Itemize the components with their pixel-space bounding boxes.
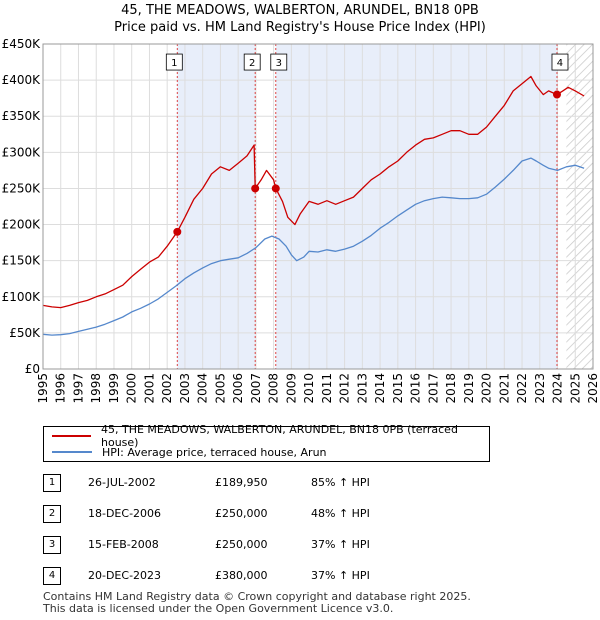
x-tick-label: 2009 [284,373,298,404]
y-tick-label: £300K [2,145,42,159]
x-tick-label: 2017 [426,373,440,404]
x-tick-label: 2016 [409,373,423,404]
y-tick-label: £100K [2,290,42,304]
y-tick-label: £0 [25,362,40,376]
sale-label-text: 3 [276,58,282,69]
x-tick-label: 2019 [462,373,476,404]
forecast-hatch [566,44,593,369]
x-tick-label: 2022 [515,373,529,404]
plot-frame [42,43,594,370]
sale-row: 1 26-JUL-2002 £189,950 85% ↑ HPI [43,474,443,492]
legend-swatch-blue [52,451,92,453]
x-tick-label: 2006 [231,373,245,404]
x-tick-label: 2008 [267,373,281,404]
x-tick-label: 2007 [249,373,263,404]
sale-point [271,184,280,193]
sale-hpi-change: 85% ↑ HPI [311,476,370,489]
x-tick-label: 2011 [320,373,334,404]
sale-label-text: 1 [171,58,177,69]
footer-attribution: Contains HM Land Registry data © Crown c… [43,591,471,615]
x-tick-label: 2025 [568,373,582,404]
sale-label-box [243,53,261,71]
x-tick-label: 2013 [355,373,369,404]
y-tick-label: £150K [2,254,42,268]
sale-number-badge: 3 [43,536,61,554]
hpi-line [42,157,585,336]
x-tick-label: 2024 [551,373,565,404]
sale-row: 2 18-DEC-2006 £250,000 48% ↑ HPI [43,505,443,523]
y-tick-label: £350K [2,109,42,123]
x-tick-label: 2023 [533,373,547,404]
footer-line-copyright: Contains HM Land Registry data © Crown c… [43,590,471,603]
sale-date: 20-DEC-2023 [88,569,162,582]
x-tick-label: 1998 [89,373,103,404]
x-tick-label: 1995 [36,373,50,404]
sale-number-badge: 1 [43,474,61,492]
sale-price: £250,000 [215,507,268,520]
x-tick-label: 2010 [302,373,316,404]
chart-title: 45, THE MEADOWS, WALBERTON, ARUNDEL, BN1… [121,3,479,18]
shaded-period [275,44,557,369]
x-tick-label: 1996 [54,373,68,404]
sale-label-box [551,53,569,71]
sale-date: 26-JUL-2002 [88,476,156,489]
x-tick-label: 2003 [178,373,192,404]
x-tick-label: 2026 [586,373,600,404]
y-tick-label: £450K [2,37,42,51]
x-tick-label: 2015 [391,373,405,404]
sale-number-badge: 4 [43,567,61,585]
y-tick-label: £250K [2,181,42,195]
sale-date: 18-DEC-2006 [88,507,162,520]
x-tick-label: 2021 [497,373,511,404]
y-tick-label: £400K [2,73,42,87]
sale-label-text: 4 [557,58,563,69]
sale-point [251,184,260,193]
x-tick-label: 2014 [373,373,387,404]
sale-hpi-change: 37% ↑ HPI [311,569,370,582]
y-tick-label: £50K [9,326,41,340]
sale-row: 3 15-FEB-2008 £250,000 37% ↑ HPI [43,536,443,554]
x-tick-label: 2018 [444,373,458,404]
legend-item-hpi: HPI: Average price, terraced house, Arun [52,444,327,460]
legend-item-property: 45, THE MEADOWS, WALBERTON, ARUNDEL, BN1… [52,423,489,449]
x-tick-label: 2002 [160,373,174,404]
legend-label-hpi: HPI: Average price, terraced house, Arun [102,445,327,459]
sale-row: 4 20-DEC-2023 £380,000 37% ↑ HPI [43,567,443,585]
sale-label-box [270,53,288,71]
sale-hpi-change: 37% ↑ HPI [311,538,370,551]
sale-number-badge: 2 [43,505,61,523]
x-tick-label: 2020 [480,373,494,404]
y-tick-label: £200K [2,218,42,232]
sale-price: £380,000 [215,569,268,582]
sale-point [173,227,182,236]
property-price-line [42,75,585,309]
x-tick-label: 2001 [142,373,156,404]
chart-subtitle: Price paid vs. HM Land Registry's House … [114,20,486,35]
legend-swatch-red [52,435,91,437]
x-tick-label: 2005 [213,373,227,404]
sale-point [552,90,561,99]
x-tick-label: 2000 [125,373,139,404]
sale-price: £250,000 [215,538,268,551]
sale-price: £189,950 [215,476,268,489]
x-tick-label: 2004 [196,373,210,404]
shaded-period [177,44,256,369]
chart-legend: 45, THE MEADOWS, WALBERTON, ARUNDEL, BN1… [43,423,490,462]
sale-label-box [165,53,183,71]
x-tick-label: 1999 [107,373,121,404]
footer-line-licence: This data is licensed under the Open Gov… [43,602,394,615]
x-tick-label: 2012 [338,373,352,404]
sale-label-text: 2 [249,58,255,69]
price-chart: 1 2 3 4 £0 £50K £100K £150K £200K £250K £300K £350K… [2,37,600,404]
legend-label-property: 45, THE MEADOWS, WALBERTON, ARUNDEL, BN1… [101,423,458,449]
x-tick-label: 1997 [71,373,85,404]
sale-hpi-change: 48% ↑ HPI [311,507,370,520]
sale-date: 15-FEB-2008 [88,538,159,551]
